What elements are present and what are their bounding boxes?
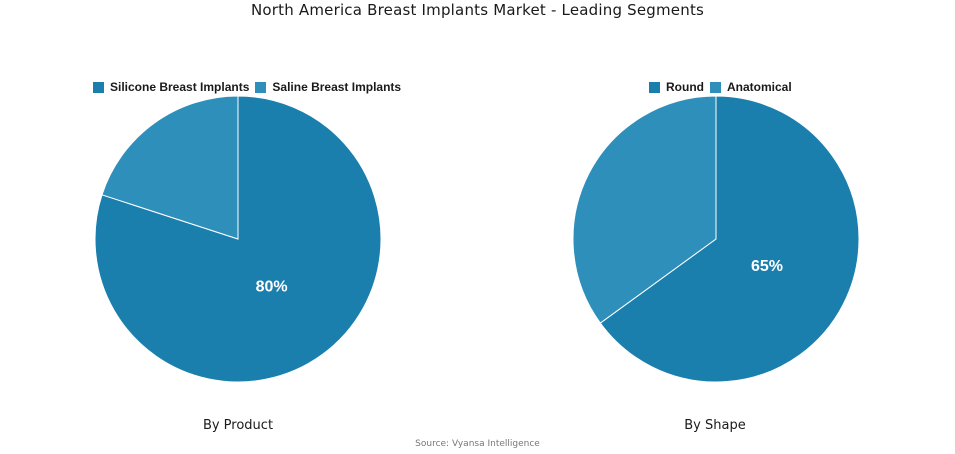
pie-label-round: 65% <box>751 258 783 275</box>
pie-slice-saline-breast-implants[interactable] <box>101 95 239 240</box>
legend-label-round: Round <box>666 80 704 94</box>
caption-by-shape: By Shape <box>684 418 746 433</box>
legend-swatch-silicone <box>93 81 104 93</box>
pie-chart-product: 80% <box>94 95 382 383</box>
source-note: Source: Vyansa Intelligence <box>415 439 540 449</box>
legend-swatch-anatomical <box>710 81 721 93</box>
legend-label-anatomical: Anatomical <box>727 80 792 94</box>
legend-item-anatomical[interactable]: Anatomical <box>710 80 792 94</box>
pie-chart-shape: 65% <box>572 95 860 383</box>
chart-title: North America Breast Implants Market - L… <box>250 1 705 19</box>
legend-item-round[interactable]: Round <box>649 80 704 94</box>
legend-item-silicone[interactable]: Silicone Breast Implants <box>93 80 249 94</box>
caption-by-product: By Product <box>202 418 274 433</box>
legend-label-saline: Saline Breast Implants <box>272 80 402 94</box>
legend-swatch-round <box>649 81 660 93</box>
pie-slice-round[interactable] <box>599 95 860 383</box>
legend-shape: Round Anatomical <box>649 80 794 94</box>
pie-label-silicone-breast-implants: 80% <box>256 278 288 295</box>
legend-swatch-saline <box>255 81 267 93</box>
legend-item-saline[interactable]: Saline Breast Implants <box>255 80 401 94</box>
pie-slice-anatomical[interactable] <box>572 95 717 324</box>
legend-product: Silicone Breast Implants Saline Breast I… <box>93 80 403 94</box>
legend-label-silicone: Silicone Breast Implants <box>110 80 250 94</box>
